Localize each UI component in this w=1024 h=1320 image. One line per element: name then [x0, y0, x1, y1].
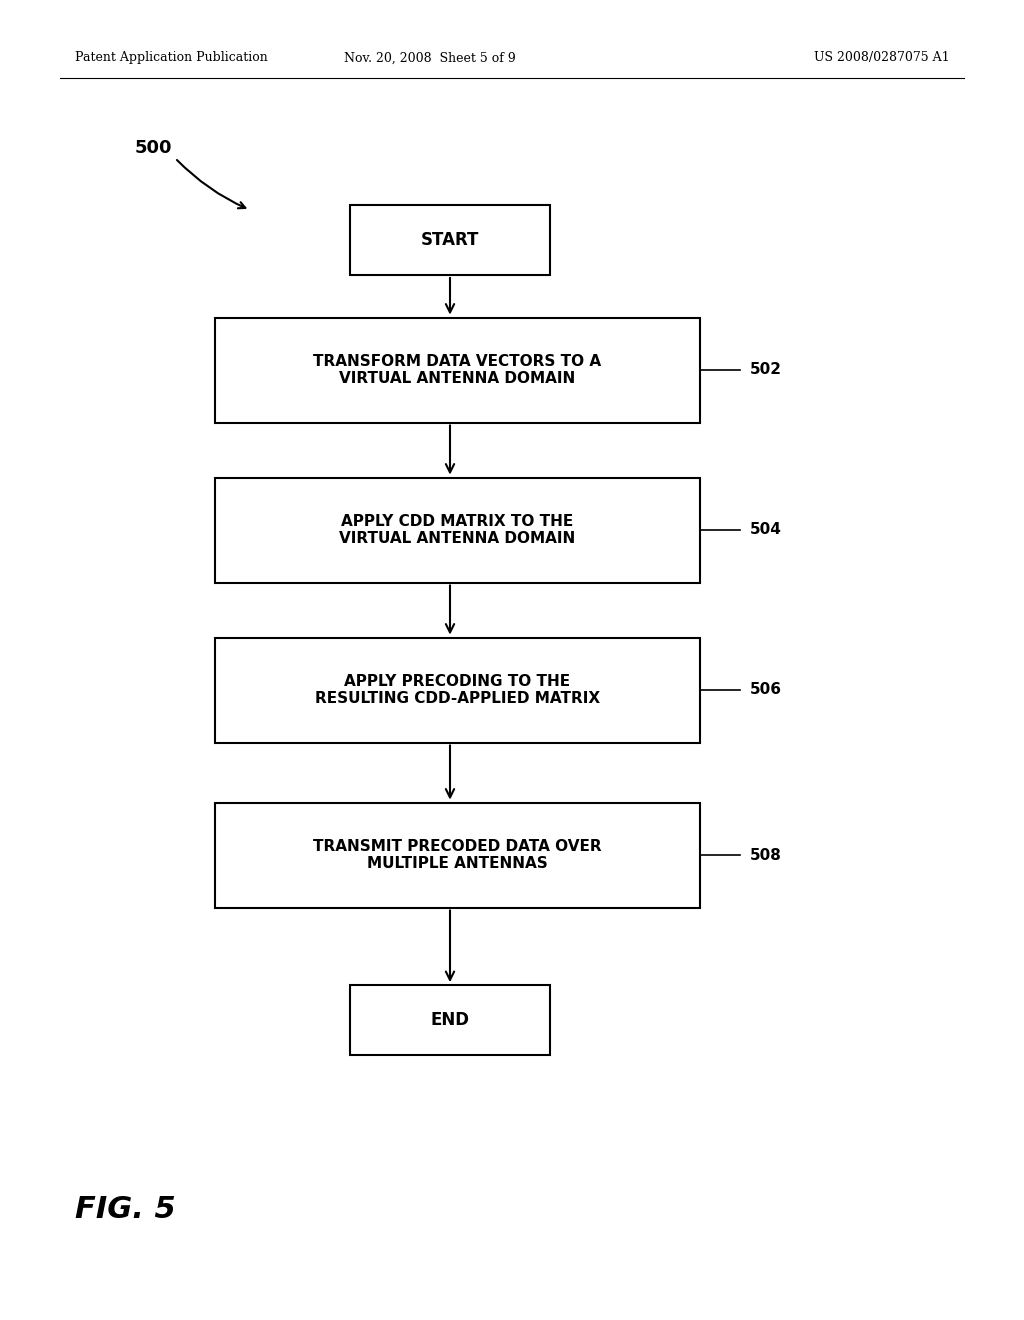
Text: Nov. 20, 2008  Sheet 5 of 9: Nov. 20, 2008 Sheet 5 of 9 — [344, 51, 516, 65]
Text: US 2008/0287075 A1: US 2008/0287075 A1 — [814, 51, 950, 65]
FancyBboxPatch shape — [350, 985, 550, 1055]
Text: TRANSMIT PRECODED DATA OVER
MULTIPLE ANTENNAS: TRANSMIT PRECODED DATA OVER MULTIPLE ANT… — [313, 838, 602, 871]
Text: END: END — [430, 1011, 469, 1030]
Bar — [215, 478, 700, 582]
Text: FIG. 5: FIG. 5 — [75, 1195, 176, 1224]
Text: 506: 506 — [750, 682, 782, 697]
FancyBboxPatch shape — [350, 205, 550, 275]
Text: 502: 502 — [750, 363, 782, 378]
Bar — [215, 318, 700, 422]
Text: 508: 508 — [750, 847, 782, 862]
Text: TRANSFORM DATA VECTORS TO A
VIRTUAL ANTENNA DOMAIN: TRANSFORM DATA VECTORS TO A VIRTUAL ANTE… — [313, 354, 601, 387]
Bar — [215, 638, 700, 742]
Text: APPLY PRECODING TO THE
RESULTING CDD-APPLIED MATRIX: APPLY PRECODING TO THE RESULTING CDD-APP… — [315, 673, 600, 706]
Text: START: START — [421, 231, 479, 249]
Text: APPLY CDD MATRIX TO THE
VIRTUAL ANTENNA DOMAIN: APPLY CDD MATRIX TO THE VIRTUAL ANTENNA … — [339, 513, 575, 546]
Bar — [215, 803, 700, 908]
Text: 500: 500 — [135, 139, 172, 157]
Text: Patent Application Publication: Patent Application Publication — [75, 51, 267, 65]
Text: 504: 504 — [750, 523, 782, 537]
